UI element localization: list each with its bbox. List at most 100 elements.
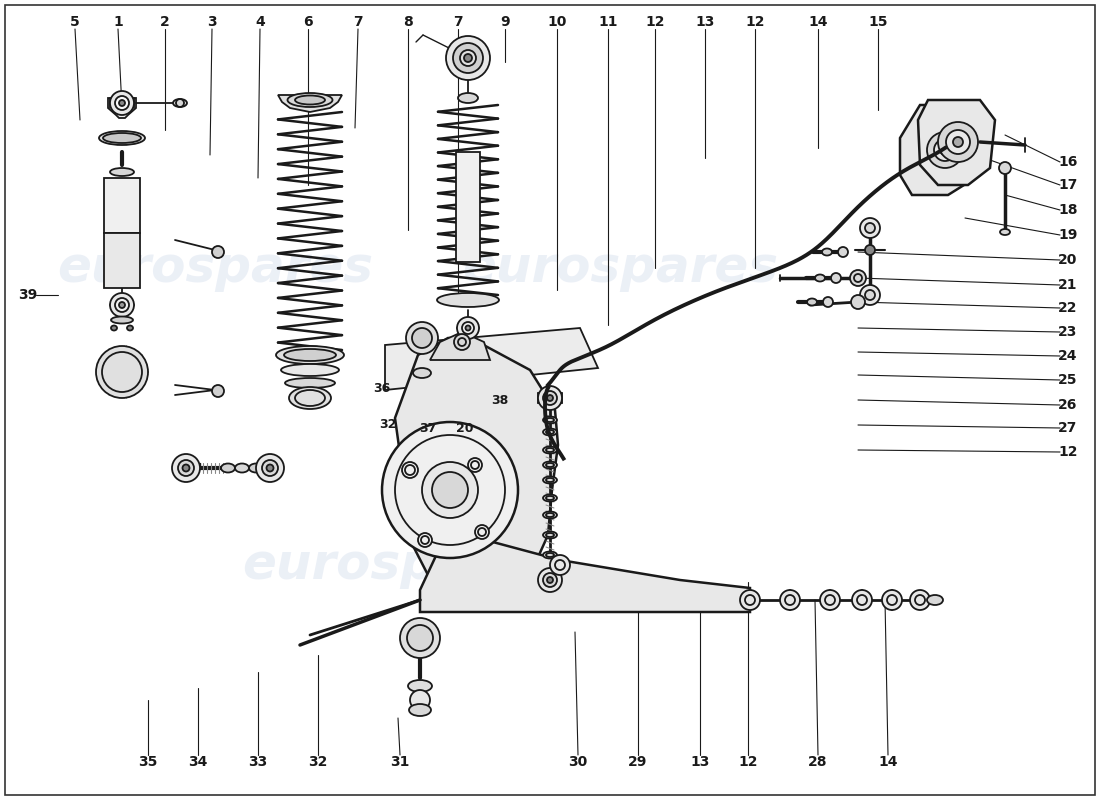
Ellipse shape (111, 317, 133, 323)
Circle shape (465, 326, 471, 330)
Ellipse shape (410, 690, 430, 710)
Bar (104, 233, 140, 288)
Circle shape (460, 50, 476, 66)
Circle shape (823, 297, 833, 307)
Ellipse shape (111, 326, 117, 330)
Circle shape (852, 590, 872, 610)
Ellipse shape (173, 99, 187, 107)
Circle shape (407, 625, 433, 651)
Circle shape (116, 96, 129, 110)
Text: 14: 14 (808, 15, 827, 29)
Circle shape (446, 36, 490, 80)
Ellipse shape (543, 511, 557, 518)
Ellipse shape (284, 349, 336, 361)
Circle shape (453, 43, 483, 73)
Text: 15: 15 (868, 15, 888, 29)
Text: 1: 1 (113, 15, 123, 29)
Circle shape (865, 223, 874, 233)
Circle shape (927, 132, 962, 168)
Ellipse shape (807, 298, 817, 306)
Text: 33: 33 (249, 755, 267, 769)
Ellipse shape (822, 249, 832, 255)
Text: 30: 30 (569, 755, 587, 769)
Text: 28: 28 (808, 755, 827, 769)
Text: 32: 32 (379, 418, 397, 431)
Ellipse shape (287, 93, 332, 107)
Ellipse shape (99, 131, 145, 145)
Circle shape (212, 246, 224, 258)
Text: 12: 12 (1058, 445, 1078, 459)
Circle shape (212, 385, 224, 397)
Ellipse shape (543, 531, 557, 538)
Circle shape (119, 100, 125, 106)
Circle shape (953, 137, 962, 147)
Ellipse shape (276, 346, 344, 364)
Circle shape (865, 245, 874, 255)
Text: 11: 11 (598, 15, 618, 29)
Ellipse shape (280, 364, 339, 376)
Circle shape (172, 454, 200, 482)
Circle shape (999, 162, 1011, 174)
Circle shape (860, 285, 880, 305)
Circle shape (820, 590, 840, 610)
Circle shape (851, 295, 865, 309)
Text: 18: 18 (1058, 203, 1078, 217)
Text: 39: 39 (19, 288, 37, 302)
Ellipse shape (103, 133, 141, 143)
Text: 16: 16 (1058, 155, 1078, 169)
Circle shape (934, 139, 956, 161)
Circle shape (547, 577, 553, 583)
Text: 29: 29 (628, 755, 648, 769)
Polygon shape (420, 530, 750, 612)
Text: 14: 14 (878, 755, 898, 769)
Text: eurospares: eurospares (57, 244, 373, 292)
Circle shape (882, 590, 902, 610)
Circle shape (110, 91, 134, 115)
Text: 31: 31 (390, 755, 409, 769)
Circle shape (178, 460, 194, 476)
Text: 13: 13 (691, 755, 710, 769)
Text: 20: 20 (1058, 253, 1078, 267)
Text: 22: 22 (1058, 301, 1078, 315)
Ellipse shape (543, 462, 557, 469)
Text: 8: 8 (403, 15, 412, 29)
Text: 10: 10 (548, 15, 566, 29)
Text: 34: 34 (188, 755, 208, 769)
Polygon shape (278, 95, 342, 112)
Circle shape (266, 465, 274, 471)
Circle shape (865, 290, 874, 300)
Ellipse shape (126, 326, 133, 330)
Text: 13: 13 (695, 15, 715, 29)
Circle shape (454, 334, 470, 350)
Circle shape (462, 322, 474, 334)
Ellipse shape (221, 463, 235, 473)
Polygon shape (900, 105, 980, 195)
Circle shape (547, 395, 553, 401)
Circle shape (550, 555, 570, 575)
Circle shape (940, 145, 950, 155)
Ellipse shape (409, 704, 431, 716)
Ellipse shape (249, 463, 263, 473)
Text: 23: 23 (1058, 325, 1078, 339)
Text: 6: 6 (304, 15, 312, 29)
Circle shape (183, 465, 189, 471)
Text: 21: 21 (1058, 278, 1078, 292)
Circle shape (475, 525, 490, 539)
Ellipse shape (1000, 229, 1010, 235)
Circle shape (422, 462, 478, 518)
Circle shape (418, 533, 432, 547)
Circle shape (406, 322, 438, 354)
Text: 12: 12 (746, 15, 764, 29)
Circle shape (538, 386, 562, 410)
Bar (104, 178, 140, 233)
Circle shape (432, 472, 468, 508)
Circle shape (538, 568, 562, 592)
Circle shape (838, 247, 848, 257)
Text: 37: 37 (419, 422, 437, 434)
Text: 35: 35 (139, 755, 157, 769)
Text: 27: 27 (1058, 421, 1078, 435)
Text: 9: 9 (500, 15, 509, 29)
Text: eurospares: eurospares (242, 541, 558, 589)
Circle shape (464, 54, 472, 62)
Circle shape (850, 270, 866, 286)
